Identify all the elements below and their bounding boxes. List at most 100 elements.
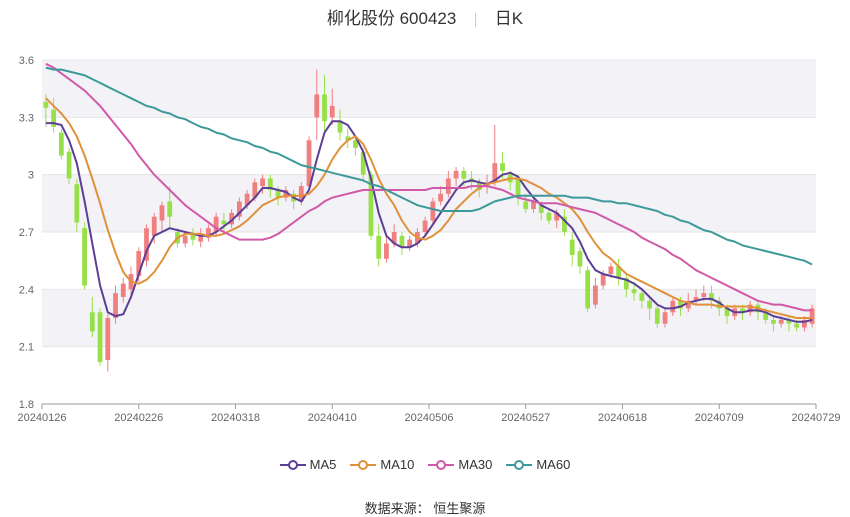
candle-body bbox=[631, 289, 637, 294]
candle-body bbox=[368, 174, 374, 236]
candle-body bbox=[538, 205, 544, 213]
candle-body bbox=[298, 186, 304, 202]
legend-label: MA10 bbox=[380, 457, 415, 472]
ma10-line bbox=[45, 97, 813, 319]
candle-body bbox=[709, 293, 714, 301]
legend-swatch-marker bbox=[514, 459, 525, 470]
x-tick-label: 20240318 bbox=[211, 412, 260, 424]
legend-swatch-icon bbox=[506, 459, 533, 470]
x-tick-label: 20240709 bbox=[695, 412, 744, 424]
candle-body bbox=[97, 312, 103, 362]
candle-body bbox=[422, 220, 428, 232]
chart-title: 柳化股份 600423 日K bbox=[0, 4, 850, 29]
candle-body bbox=[771, 319, 776, 324]
candle-body bbox=[229, 212, 235, 225]
x-tick-label: 20240410 bbox=[308, 412, 357, 424]
legend-label: MA60 bbox=[536, 457, 571, 472]
candle-body bbox=[206, 228, 211, 238]
y-tick-label: 2.1 bbox=[19, 342, 34, 354]
y-tick-label: 1.8 bbox=[19, 399, 34, 411]
candle-body bbox=[43, 102, 49, 108]
data-source: 数据来源： 恒生聚源 bbox=[0, 498, 850, 517]
candle-body bbox=[453, 170, 459, 179]
legend-swatch-marker bbox=[287, 459, 298, 470]
candle-body bbox=[182, 235, 188, 244]
candle-body bbox=[399, 235, 405, 248]
candle-body bbox=[461, 170, 467, 179]
candle-body bbox=[252, 182, 258, 198]
candle-body bbox=[763, 312, 769, 320]
candle-body bbox=[322, 94, 327, 122]
candle-body bbox=[260, 178, 265, 187]
x-tick-label: 20240506 bbox=[405, 412, 454, 424]
x-tick-label: 20240618 bbox=[598, 412, 647, 424]
candle-body bbox=[306, 140, 312, 187]
ma30-line bbox=[45, 62, 813, 312]
title-separator bbox=[475, 12, 477, 27]
candle-body bbox=[500, 163, 505, 171]
candle-body bbox=[546, 212, 552, 221]
candle-body bbox=[82, 228, 87, 286]
candle-body bbox=[616, 266, 622, 278]
candle-body bbox=[66, 151, 72, 179]
candle-body bbox=[685, 300, 691, 309]
candle-body bbox=[244, 193, 250, 206]
stock-name-code: 柳化股份 600423 bbox=[326, 9, 457, 28]
candle-body bbox=[51, 109, 57, 127]
candle-body bbox=[585, 270, 591, 309]
legend-swatch-marker bbox=[436, 459, 447, 470]
candle-body bbox=[190, 233, 196, 240]
ma60-line bbox=[45, 66, 813, 266]
candle-body bbox=[113, 293, 118, 318]
candle-body bbox=[523, 201, 529, 210]
candle-body bbox=[554, 212, 560, 221]
background-band bbox=[42, 174, 816, 232]
legend-item-ma30[interactable]: MA30 bbox=[428, 457, 492, 472]
data-source-value: 恒生聚源 bbox=[433, 501, 486, 516]
legend-label: MA5 bbox=[309, 457, 337, 472]
legend-label: MA30 bbox=[458, 457, 493, 472]
legend-item-ma5[interactable]: MA5 bbox=[279, 457, 337, 472]
candle-body bbox=[167, 201, 173, 217]
period-label[interactable]: 日K bbox=[494, 9, 524, 28]
candle-body bbox=[670, 300, 676, 313]
background-band bbox=[42, 289, 816, 347]
candle-body bbox=[593, 285, 598, 305]
candle-body bbox=[221, 220, 227, 225]
legend-item-ma60[interactable]: MA60 bbox=[506, 457, 570, 472]
ma5-line bbox=[45, 120, 813, 323]
y-tick-label: 3.6 bbox=[19, 55, 34, 67]
y-tick-label: 3.3 bbox=[19, 112, 34, 124]
candle-body bbox=[74, 184, 80, 223]
candle-body bbox=[515, 178, 521, 198]
candle-body bbox=[647, 300, 652, 309]
x-tick-label: 20240527 bbox=[501, 412, 550, 424]
candle-body bbox=[577, 251, 583, 267]
legend-item-ma10[interactable]: MA10 bbox=[350, 457, 414, 472]
candle-body bbox=[159, 205, 165, 221]
y-tick-label: 2.7 bbox=[19, 227, 34, 239]
candle-body bbox=[662, 312, 668, 324]
candle-body bbox=[794, 323, 800, 328]
candle-body bbox=[337, 121, 343, 133]
candle-body bbox=[89, 312, 95, 332]
candle-body bbox=[809, 308, 815, 324]
candle-body bbox=[740, 308, 745, 313]
y-tick-label: 3 bbox=[28, 170, 34, 182]
candle-body bbox=[569, 239, 575, 255]
background-band bbox=[42, 60, 816, 118]
candle-body bbox=[58, 132, 64, 156]
candle-body bbox=[724, 308, 730, 317]
candle-body bbox=[801, 319, 807, 328]
x-tick-label: 20240729 bbox=[792, 412, 841, 424]
candle-body bbox=[716, 300, 722, 309]
candle-body bbox=[608, 266, 614, 275]
candle-body bbox=[391, 232, 397, 244]
data-source-label: 数据来源： bbox=[364, 501, 430, 516]
candle-body bbox=[407, 239, 413, 248]
candle-body bbox=[275, 189, 281, 198]
candle-body bbox=[314, 94, 320, 118]
chart-legend: MA5 MA10 MA30 MA60 bbox=[0, 457, 850, 474]
candle-body bbox=[144, 228, 149, 261]
legend-swatch-icon bbox=[279, 459, 306, 470]
